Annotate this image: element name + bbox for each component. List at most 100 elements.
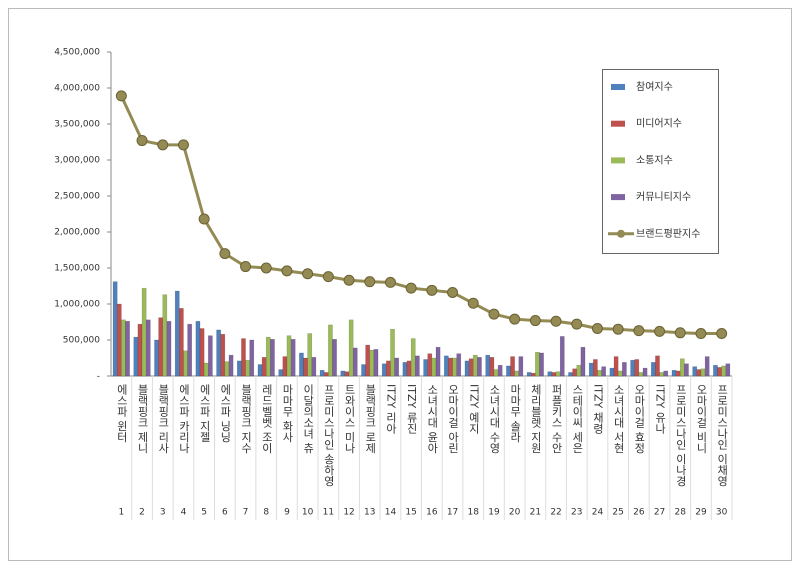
bar [328, 324, 333, 377]
y-tick-label: 1,000,000 [54, 300, 100, 310]
bar [261, 357, 267, 377]
bar [365, 344, 370, 377]
bar [340, 370, 346, 377]
line-marker [302, 268, 314, 280]
x-tick-label: 에스파 카리나 [177, 384, 190, 454]
x-tick-label: 소녀시대 윤아 [426, 384, 439, 454]
bar [410, 338, 416, 377]
line-marker [219, 248, 231, 260]
line-marker [716, 328, 728, 340]
rank-label: 22 [550, 508, 561, 518]
bar [208, 335, 213, 377]
bar [245, 359, 250, 377]
y-tick-label: 4,000,000 [54, 84, 100, 94]
bar [323, 372, 329, 377]
x-tick-label: 트와이스 미나 [343, 384, 356, 454]
bar [588, 362, 594, 377]
bar [547, 371, 553, 377]
bar [539, 352, 544, 377]
bar [721, 365, 727, 377]
bar [464, 360, 470, 377]
x-tick-label: ITZY 류진 [405, 384, 418, 434]
bar [659, 372, 664, 377]
rank-label: 24 [592, 508, 604, 518]
x-tick-label: 블랙핑크 지수 [240, 384, 253, 454]
bar [617, 370, 623, 377]
bar [406, 360, 412, 377]
x-tick-label: 마마무 솔라 [509, 384, 522, 443]
line-marker [654, 325, 666, 337]
bar [497, 364, 503, 377]
x-tick-label: 오마이걸 효정 [633, 384, 646, 454]
line-marker [591, 322, 603, 334]
line-marker [612, 323, 624, 335]
bar [203, 362, 209, 377]
bar [402, 362, 408, 377]
rank-label: 16 [426, 508, 438, 518]
bar [663, 370, 669, 377]
bar [510, 356, 515, 377]
bar [572, 368, 577, 377]
legend-label: 소통지수 [636, 154, 673, 166]
x-tick-label: 오마이걸 비니 [695, 384, 708, 454]
bar [332, 339, 337, 377]
rank-label: 10 [302, 508, 314, 518]
line-marker [322, 271, 334, 283]
line-marker [571, 318, 583, 330]
bar [352, 347, 358, 377]
line-marker [136, 135, 148, 147]
bar [634, 359, 640, 377]
bar [468, 358, 474, 377]
bar [187, 323, 192, 377]
bar [526, 372, 532, 377]
x-tick-label: 오마이걸 아린 [447, 384, 460, 454]
line-marker [488, 308, 500, 320]
bar [257, 364, 263, 377]
bar [266, 336, 271, 377]
bar [444, 355, 449, 377]
bar [427, 353, 433, 377]
bar [319, 369, 325, 377]
line-marker [447, 286, 459, 298]
bar [121, 319, 126, 377]
bar [137, 323, 143, 377]
line-marker [115, 90, 127, 102]
x-tick-label: 이달의소녀 츄 [302, 384, 315, 454]
bar [638, 372, 644, 377]
bar [655, 355, 660, 377]
x-tick-label: 레드벨벳 조이 [260, 384, 273, 454]
y-tick-label: 2,500,000 [54, 192, 100, 202]
x-tick-label: 퍼플키스 수안 [550, 384, 563, 454]
bar [593, 359, 598, 377]
x-tick-label: 스테이씨 세은 [571, 384, 584, 454]
bar [576, 364, 582, 377]
rank-label: 5 [201, 508, 207, 518]
bar [609, 367, 615, 377]
bar [485, 354, 491, 377]
x-tick-label: 에스파 윈터 [115, 384, 128, 443]
bar [551, 372, 557, 377]
bar [174, 290, 180, 377]
legend-label: 커뮤니티지수 [636, 191, 691, 203]
bar [630, 359, 635, 377]
x-tick-label: 체리블렛 지원 [529, 384, 542, 454]
bar [535, 351, 540, 377]
rank-label: 7 [243, 508, 249, 518]
rank-label: 17 [447, 508, 458, 518]
bar [369, 349, 375, 377]
bar [671, 369, 677, 377]
legend-swatch [611, 84, 625, 90]
bar [530, 372, 536, 377]
x-tick-label: 블랙핑크 리사 [157, 384, 170, 454]
bar [435, 346, 441, 377]
bar [286, 335, 292, 377]
bar [452, 357, 457, 377]
line-marker [384, 276, 396, 288]
bar [386, 360, 391, 377]
bar [597, 369, 602, 377]
bar [415, 355, 420, 377]
bar [195, 321, 201, 377]
line-marker [364, 276, 376, 288]
bar [680, 358, 685, 377]
